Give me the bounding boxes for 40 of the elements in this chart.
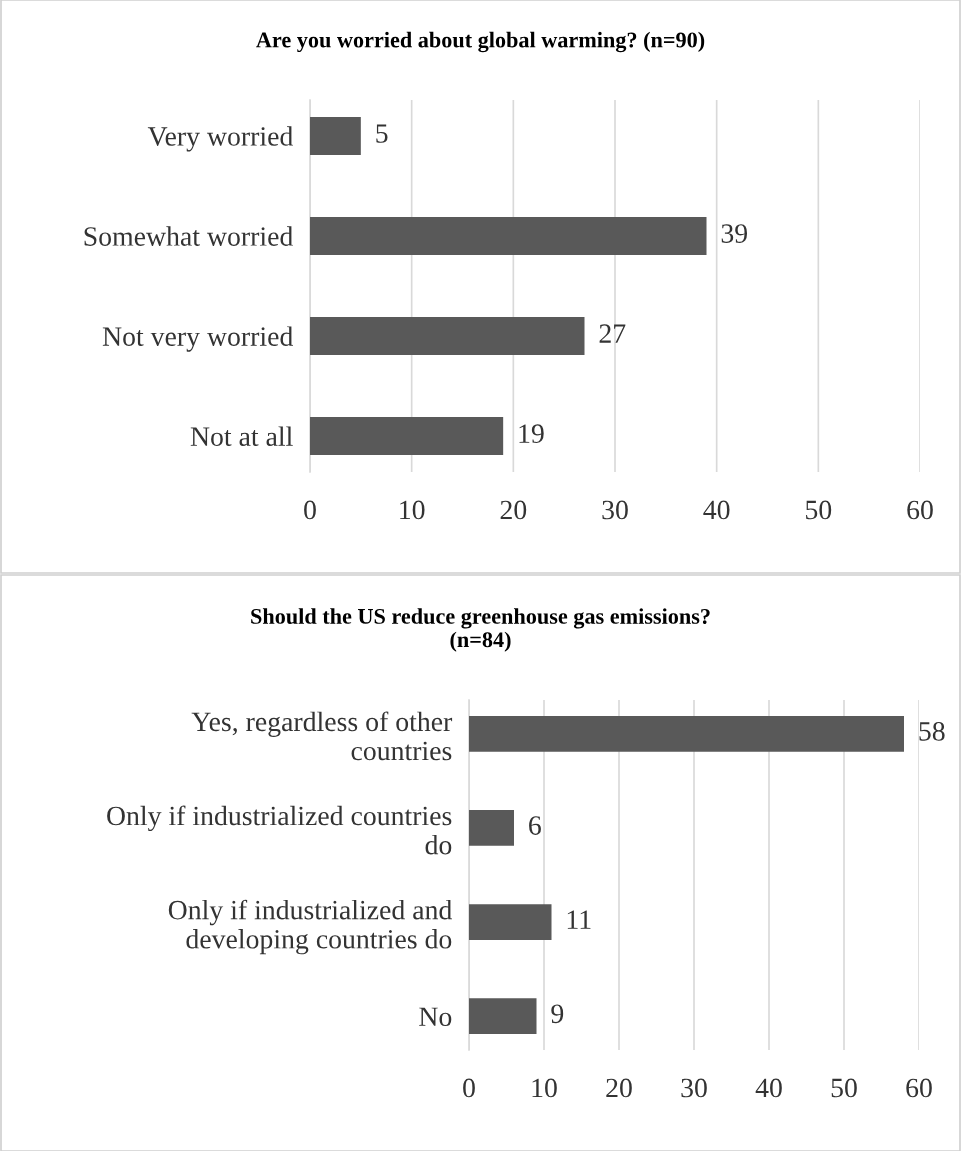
x-tick-label: 30	[602, 500, 628, 520]
y-tick-label: Not at all	[190, 426, 293, 446]
x-tick-label: 50	[831, 1078, 857, 1098]
bar	[310, 317, 585, 356]
x-tick-label: 40	[755, 1078, 782, 1098]
x-tick-label: 60	[907, 500, 933, 520]
bar	[469, 998, 537, 1035]
y-tick-label: No	[419, 1007, 452, 1027]
x-tick-label: 20	[500, 500, 527, 520]
x-tick-label: 10	[532, 1078, 557, 1098]
data-label: 39	[721, 224, 748, 243]
bar	[310, 417, 504, 456]
bar	[310, 116, 361, 155]
x-tick-label: 0	[304, 500, 316, 520]
x-tick-label: 40	[703, 500, 730, 520]
chart-title: Are you worried about global warming? (n=90)	[256, 31, 705, 53]
bar	[310, 216, 707, 255]
bar	[469, 715, 904, 752]
x-tick-label: 10	[400, 500, 425, 520]
data-label: 19	[519, 424, 544, 444]
y-tick-label: Only if industrialized countries do	[107, 805, 452, 855]
chart-title: Should the US reduce greenhouse gas emissions? (n=84)	[251, 608, 710, 652]
data-label: 9	[551, 1004, 564, 1024]
x-tick-label: 20	[606, 1078, 632, 1098]
x-tick-label: 50	[806, 500, 832, 520]
data-label: 58	[919, 722, 945, 741]
data-label: 5	[376, 124, 388, 143]
y-tick-label: Somewhat worried	[84, 226, 293, 246]
bar	[469, 810, 514, 846]
x-tick-label: 60	[906, 1078, 932, 1098]
x-tick-label: 0	[463, 1078, 475, 1098]
y-tick-label: Yes, regardless of other countries	[191, 711, 453, 761]
y-tick-label: Not very worried	[102, 326, 293, 352]
data-label: 11	[567, 910, 591, 929]
y-tick-label: Very worried	[147, 126, 293, 152]
data-label: 6	[529, 816, 541, 835]
data-label: 27	[599, 324, 626, 343]
bar	[469, 904, 552, 940]
y-tick-label: Only if industrialized and developing countries do	[168, 899, 452, 955]
x-tick-label: 30	[681, 1078, 707, 1098]
